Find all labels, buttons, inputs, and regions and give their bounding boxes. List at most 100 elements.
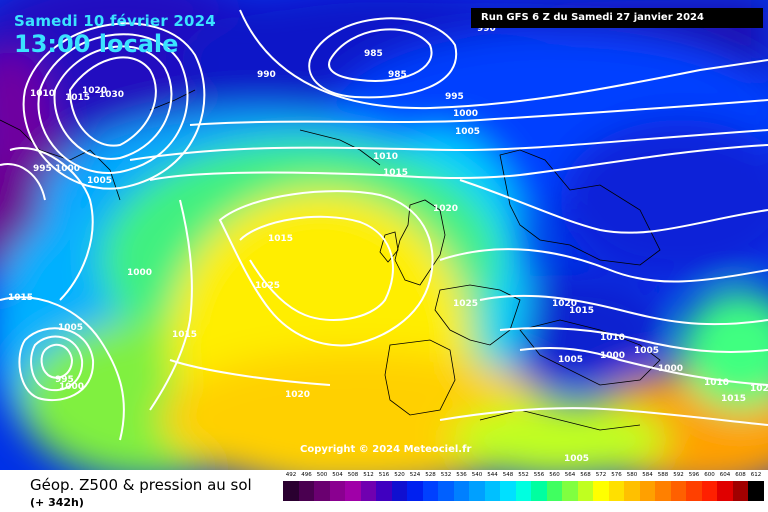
forecast-lead-time: (+ 342h) (30, 496, 84, 509)
scale-swatch (670, 481, 686, 501)
scale-swatch (515, 481, 531, 501)
scale-tick-label: 512 (363, 472, 374, 478)
scale-tick-label: 608 (735, 472, 746, 478)
scale-swatch (593, 481, 609, 501)
isobar-label: 1005 (58, 323, 84, 333)
scale-tick-label: 600 (704, 472, 715, 478)
isobar-label: 1010 (704, 378, 730, 388)
isobar-label: 995 (33, 164, 52, 174)
scale-tick-label: 588 (657, 472, 669, 478)
isobar-label: 1000 (453, 109, 479, 119)
scale-swatch (298, 481, 314, 501)
scale-swatch (407, 481, 423, 501)
scale-tick-label: 548 (502, 472, 514, 478)
isobar-label: 1015 (65, 93, 91, 103)
forecast-time: 13:00 locale (14, 30, 179, 58)
scale-tick-label: 516 (378, 472, 390, 478)
isobar-label: 1010 (600, 333, 626, 343)
scale-tick-label: 524 (409, 472, 421, 478)
copyright-notice: Copyright © 2024 Meteociel.fr (300, 444, 472, 455)
scale-swatch (562, 481, 578, 501)
scale-swatch (484, 481, 500, 501)
scale-swatch (283, 481, 299, 501)
scale-swatch (376, 481, 392, 501)
isobar-label: 985 (364, 49, 383, 59)
isobar-label: 1020 (750, 384, 768, 394)
scale-swatch (686, 481, 702, 501)
isobar-label: 1015 (172, 330, 198, 340)
isobar-label: 1025 (255, 281, 281, 291)
isobar-label: 1010 (30, 89, 56, 99)
scale-swatch (345, 481, 361, 501)
scale-swatch (422, 481, 438, 501)
scale-tick-label: 544 (487, 472, 498, 478)
isobar-label: 1015 (721, 394, 747, 404)
isobar-label: 1025 (453, 299, 479, 309)
scale-tick-label: 528 (425, 472, 436, 478)
isobar-label: 1005 (558, 355, 584, 365)
scale-tick-label: 568 (580, 472, 591, 478)
isobar-label: 1000 (59, 382, 85, 392)
scale-swatch (546, 481, 562, 501)
scale-swatch (500, 481, 516, 501)
legend-title: Géop. Z500 & pression au sol (30, 476, 252, 494)
isobar-label: 995 (55, 375, 74, 385)
isobar-label: 1000 (127, 268, 153, 278)
scale-swatch (391, 481, 407, 501)
scale-swatch (531, 481, 547, 501)
scale-tick-label: 536 (456, 472, 467, 478)
scale-tick-label: 576 (611, 472, 622, 478)
scale-tick-label: 596 (688, 472, 700, 478)
scale-swatch (453, 481, 469, 501)
isobar-label: 1010 (373, 152, 399, 162)
scale-tick-label: 560 (549, 472, 560, 478)
isobar-label: 1030 (99, 90, 125, 100)
isobar-label: 1015 (569, 306, 595, 316)
isobar-label: 1015 (8, 293, 34, 303)
scale-tick-label: 532 (440, 472, 452, 478)
scale-swatch (717, 481, 733, 501)
isobar-label: 1020 (552, 299, 578, 309)
scale-swatch (360, 481, 376, 501)
scale-tick-label: 612 (750, 472, 762, 478)
scale-swatch (608, 481, 624, 501)
isobar-label: 1020 (285, 390, 311, 400)
scale-swatch (577, 481, 593, 501)
isobar-label: 1015 (383, 168, 409, 178)
isobar-label: 1020 (433, 204, 459, 214)
weather-map: 990 985 985 990 1010 1015 1020 1030 995 … (0, 0, 768, 470)
scale-swatch (438, 481, 454, 501)
isobar-label: 1015 (268, 234, 294, 244)
isobar-label: 990 (477, 24, 496, 34)
scale-tick-label: 584 (642, 472, 653, 478)
scale-swatch (732, 481, 748, 501)
scale-tick-label: 500 (316, 472, 328, 478)
scale-swatch (624, 481, 640, 501)
isobar-label: 1020 (82, 86, 108, 96)
legend-bar: Géop. Z500 & pression au sol (+ 342h) 49… (0, 470, 768, 512)
isobar-label: 995 (445, 92, 464, 102)
scale-tick-label: 592 (673, 472, 684, 478)
scale-swatch (748, 481, 764, 501)
isobar-lines (0, 9, 768, 441)
scale-tick-label: 556 (533, 472, 545, 478)
scale-swatch (655, 481, 671, 501)
scale-tick-label: 580 (626, 472, 638, 478)
scale-tick-label: 564 (564, 472, 576, 478)
isobar-label: 1005 (564, 454, 590, 464)
scale-tick-label: 540 (471, 472, 483, 478)
scale-swatch (469, 481, 485, 501)
isobar-label: 1000 (55, 164, 81, 174)
scale-tick-label: 520 (394, 472, 405, 478)
forecast-date: Samedi 10 février 2024 (14, 12, 216, 30)
scale-tick-label: 508 (347, 472, 359, 478)
isobar-label: 985 (388, 70, 407, 80)
scale-swatch (639, 481, 655, 501)
scale-tick-label: 492 (285, 472, 297, 478)
scale-tick-label: 496 (301, 472, 312, 478)
scale-swatch (314, 481, 330, 501)
isobar-label: 990 (257, 70, 276, 80)
isobar-label: 1005 (455, 127, 481, 137)
isobar-label: 1005 (634, 346, 660, 356)
geopotential-field (0, 0, 768, 470)
